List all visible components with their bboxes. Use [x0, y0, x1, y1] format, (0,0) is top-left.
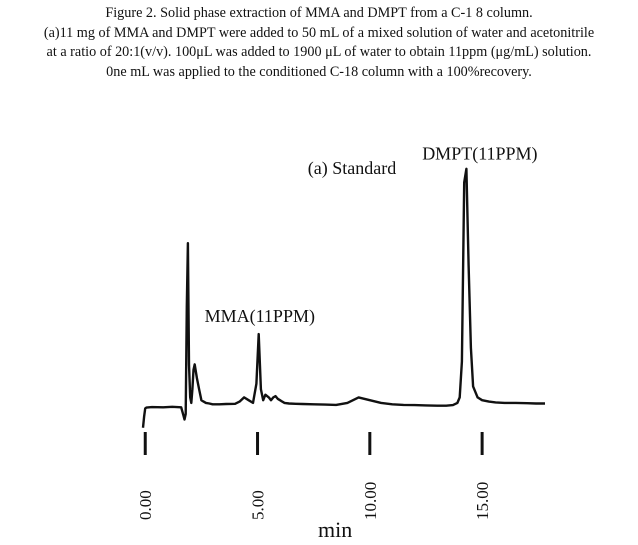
caption-line-1: Figure 2. Solid phase extraction of MMA …	[105, 5, 533, 21]
chart-title: (a) Standard	[308, 158, 396, 179]
x-axis-label: min	[318, 517, 353, 542]
x-tick-label-1: 5.00	[249, 490, 268, 520]
caption-line-2: (a)11 mg of MMA and DMPT were added to 5…	[43, 24, 595, 41]
x-tick-label-0: 0.00	[136, 490, 155, 520]
x-tick-label-2: 10.00	[361, 482, 380, 520]
x-tick-label-3: 15.00	[473, 482, 492, 520]
figure-caption: Figure 2. Solid phase extraction of MMA …	[0, 4, 638, 82]
peak-annotation-1: DMPT(11PPM)	[422, 143, 537, 164]
caption-line-3: at a ratio of 20:1(v/v). 100μL was added…	[46, 44, 592, 60]
caption-line-4: 0ne mL was applied to the conditioned C-…	[106, 63, 532, 80]
series-line-0	[141, 167, 545, 428]
peak-annotation-0: MMA(11PPM)	[205, 306, 315, 327]
